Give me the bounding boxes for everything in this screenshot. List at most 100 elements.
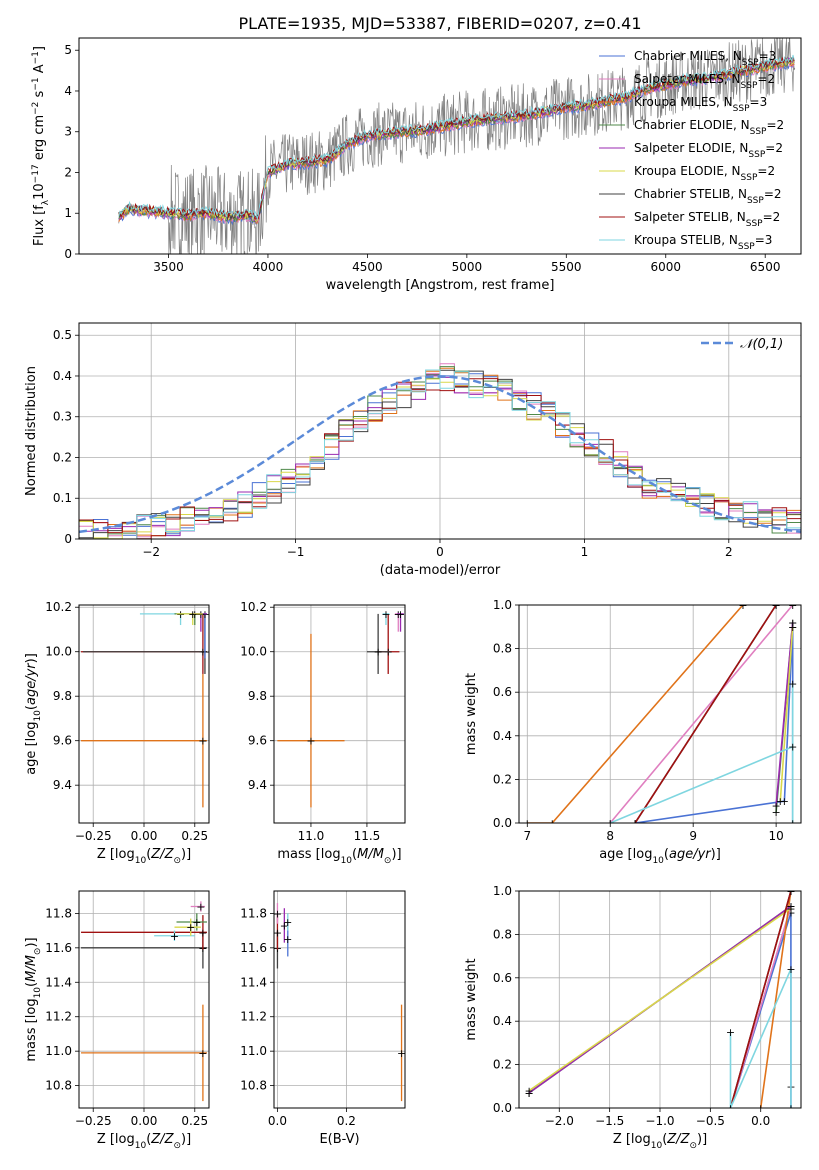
weight-point-marker: +	[786, 907, 795, 920]
y-tick-label: 0.1	[53, 491, 72, 505]
data-point-marker: +	[188, 608, 197, 621]
x-tick-label: 4000	[253, 260, 284, 274]
weight-point-marker: +	[780, 795, 789, 808]
y-tick-label: 1.0	[493, 598, 512, 612]
weight-point-marker: +	[788, 599, 797, 612]
y-tick-label: 10.8	[240, 1079, 267, 1093]
x-axis-label: Z [log10(Z/Z⊙)]	[613, 1132, 707, 1151]
data-point-marker: +	[396, 608, 405, 621]
mass-vs-metallicity-panel: +++++++ −0.25 0.00 0.25 10.8 11.0 11.2 11.4 11.6…	[24, 890, 210, 1151]
weight-point-marker: +	[788, 621, 797, 634]
weight-point-marker: +	[772, 800, 781, 813]
weight-point-marker: +	[524, 1085, 533, 1098]
histogram-step-line	[79, 369, 801, 539]
legend-entry: Kroupa MILES, NSSP=3	[634, 95, 767, 114]
plot-area: ++++++++	[81, 608, 209, 808]
data-spectrum-line	[118, 38, 796, 254]
weight-point-marker: +	[772, 806, 781, 819]
weight-point-marker: +	[788, 677, 797, 690]
y-axis-label: mass weight	[464, 673, 479, 755]
x-tick-label: 6000	[650, 260, 681, 274]
x-tick-label: 8	[606, 829, 614, 843]
y-tick-label: 10.8	[45, 1079, 72, 1093]
x-tick-label: 0.2	[337, 1114, 356, 1128]
plot-area	[79, 363, 801, 539]
weight-point-marker: +	[786, 1102, 795, 1115]
mass-weight-line	[779, 626, 794, 802]
plot-area: +++++++ ++++++++++++++++	[523, 599, 797, 830]
y-tick-label: 9.6	[53, 734, 72, 748]
x-tick-label: 10	[768, 829, 783, 843]
weight-point-marker: +	[631, 817, 640, 830]
weight-point-marker: +	[772, 599, 781, 612]
y-tick-label: 2	[64, 165, 72, 179]
weight-point-marker: +	[523, 817, 532, 830]
y-tick-label: 10.2	[45, 600, 72, 614]
x-tick-label: 11.5	[354, 829, 381, 843]
mass-vs-extinction-panel: +++++++ 0.0 0.2 10.8 11.0 11.2 11.4 11.6 11.8 E(B…	[240, 890, 406, 1147]
weight-point-marker: +	[788, 817, 797, 830]
histogram-step-line	[79, 369, 801, 539]
x-tick-label: 9	[689, 829, 697, 843]
weight-point-marker: +	[786, 885, 795, 898]
x-tick-label: 4500	[352, 260, 383, 274]
x-axis-label: wavelength [Angstrom, rest frame]	[326, 278, 555, 293]
axes-frame	[78, 37, 802, 255]
plot-area: ++++++++++++++++++++++	[524, 885, 796, 1115]
x-tick-label: 6500	[750, 260, 781, 274]
data-point-marker: +	[170, 930, 179, 943]
plot-area	[118, 38, 796, 254]
histogram-step-line	[79, 378, 801, 539]
y-tick-label: 0.6	[493, 971, 512, 985]
weight-point-marker: +	[786, 885, 795, 898]
data-point-marker: +	[306, 735, 315, 748]
x-tick-label: −1.0	[645, 1114, 674, 1128]
data-point-marker: +	[280, 919, 289, 932]
model-spectrum-line	[118, 56, 795, 221]
legend-entry: 𝒩(0,1)	[740, 337, 783, 352]
weight-vs-age-panel: +++++++ ++++++++++++++++7 8 9 10 0.0 0.2 0.4 0.6…	[464, 598, 802, 866]
y-axis-label: Flux [fλ10−17 erg cm−2 s−1 A−1]	[31, 46, 51, 246]
y-tick-label: 10.2	[240, 600, 267, 614]
weight-point-marker: +	[772, 599, 781, 612]
y-tick-label: 5	[64, 43, 72, 57]
y-tick-label: 0.4	[493, 729, 512, 743]
y-tick-label: 10.0	[45, 645, 72, 659]
x-axis-label: Z [log10(Z/Z⊙)]	[97, 1132, 191, 1151]
x-tick-label: 0.00	[131, 1114, 158, 1128]
y-tick-label: 0.2	[53, 450, 72, 464]
weight-point-marker: +	[786, 902, 795, 915]
y-axis-label: Normed distribution	[24, 366, 39, 496]
y-tick-label: 9.4	[53, 778, 72, 792]
x-tick-label: 5500	[551, 260, 582, 274]
normal-reference-curve	[79, 375, 801, 534]
x-tick-label: 7	[523, 829, 531, 843]
y-tick-label: 9.6	[248, 734, 267, 748]
y-tick-label: 10.0	[240, 645, 267, 659]
x-tick-label: 2	[725, 545, 733, 559]
y-tick-label: 0.3	[53, 410, 72, 424]
x-axis-label: age [log10(age/yr)]	[599, 847, 721, 866]
x-axis-label: mass [log10(M/M⊙)]	[277, 847, 401, 866]
y-tick-label: 9.8	[248, 689, 267, 703]
data-point-marker: +	[196, 901, 205, 914]
x-tick-label: 1	[581, 545, 589, 559]
y-tick-label: 9.8	[53, 689, 72, 703]
data-point-marker: +	[273, 907, 282, 920]
weight-point-marker: +	[631, 817, 640, 830]
legend-entry: Kroupa ELODIE, NSSP=2	[634, 164, 775, 183]
y-tick-label: 1.0	[493, 884, 512, 898]
weight-vs-metallicity-panel: ++++++++++++++++++++++−2.0 −1.5 −1.0 −0.5 0.…	[464, 884, 802, 1151]
mass-weight-line	[527, 605, 744, 823]
y-tick-label: 0.6	[493, 685, 512, 699]
x-tick-label: 11.0	[298, 829, 325, 843]
x-tick-label: 0.00	[131, 829, 158, 843]
weight-point-marker: +	[548, 817, 557, 830]
weight-point-marker: +	[776, 795, 785, 808]
plot-area: +++++++	[81, 901, 208, 1102]
y-tick-label: 11.2	[45, 1010, 72, 1024]
weight-point-marker: +	[788, 616, 797, 629]
x-tick-label: 0.0	[268, 1114, 287, 1128]
